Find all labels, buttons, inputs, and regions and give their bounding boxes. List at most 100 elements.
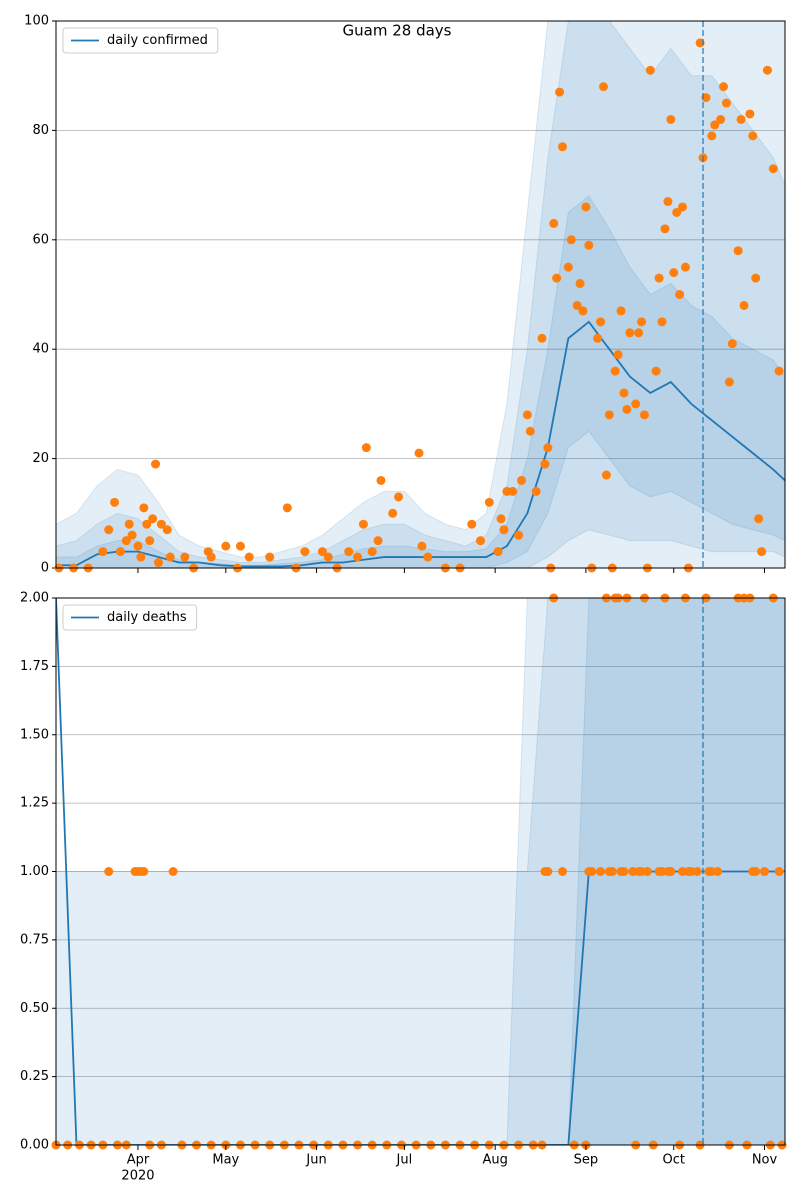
observed-point — [637, 317, 647, 327]
observed-point — [768, 164, 778, 174]
observed-point — [657, 317, 667, 327]
observed-point — [669, 268, 679, 278]
y-tick-label: 60 — [32, 232, 49, 247]
y-tick-label: 1.00 — [20, 864, 49, 879]
observed-point — [751, 867, 761, 876]
observed-point — [774, 867, 784, 876]
y-tick-label: 1.75 — [20, 659, 49, 674]
observed-point — [353, 552, 363, 562]
observed-point — [540, 459, 550, 469]
observed-point — [642, 867, 652, 876]
observed-point — [394, 492, 404, 502]
observed-point — [757, 547, 767, 557]
observed-point — [619, 388, 629, 398]
observed-point — [666, 114, 676, 124]
observed-point — [631, 399, 641, 409]
observed-point — [104, 525, 114, 535]
observed-point — [593, 333, 603, 343]
observed-point — [484, 497, 494, 507]
observed-point — [124, 519, 134, 529]
y-tick-label: 1.25 — [20, 796, 49, 811]
observed-point — [139, 867, 149, 876]
y-tick-label: 1.50 — [20, 727, 49, 742]
observed-point — [707, 131, 717, 141]
observed-point — [672, 207, 682, 217]
observed-point — [221, 541, 231, 551]
y-tick-label: 80 — [32, 123, 49, 138]
band — [56, 21, 785, 568]
x-tick-label: Oct — [663, 1153, 685, 1168]
observed-point — [423, 552, 433, 562]
y-tick-label: 2.00 — [20, 591, 49, 606]
x-tick-label: Sep — [574, 1153, 599, 1168]
observed-point — [748, 131, 758, 141]
observed-point — [557, 867, 567, 876]
y-tick-label: 0.50 — [20, 1001, 49, 1016]
x-tick-label: Jun — [305, 1153, 326, 1168]
observed-point — [736, 114, 746, 124]
observed-point — [713, 867, 723, 876]
observed-point — [710, 120, 720, 130]
observed-point — [104, 867, 114, 876]
observed-point — [235, 541, 245, 551]
observed-point — [344, 547, 354, 557]
band — [56, 21, 785, 568]
y-tick-label: 0 — [41, 561, 49, 576]
observed-point — [607, 867, 617, 876]
y-tick-label: 0.00 — [20, 1138, 49, 1153]
observed-point — [496, 514, 506, 524]
observed-point — [695, 38, 705, 48]
observed-point — [367, 547, 377, 557]
observed-point — [162, 525, 172, 535]
observed-point — [323, 552, 333, 562]
observed-point — [613, 350, 623, 360]
band — [56, 598, 785, 1145]
observed-point — [373, 536, 383, 546]
observed-point — [598, 82, 608, 92]
observed-point — [537, 333, 547, 343]
observed-point — [136, 552, 146, 562]
observed-point — [760, 867, 770, 876]
observed-point — [522, 410, 532, 420]
observed-point — [121, 536, 131, 546]
observed-point — [499, 525, 509, 535]
observed-point — [165, 552, 175, 562]
observed-point — [774, 366, 784, 376]
observed-point — [754, 514, 764, 524]
band — [56, 598, 785, 1145]
axes-frame — [55, 20, 786, 569]
observed-point — [587, 867, 597, 876]
observed-point — [552, 273, 562, 283]
legend-box — [62, 604, 198, 631]
observed-point — [581, 202, 591, 212]
observed-point — [645, 65, 655, 75]
observed-point — [622, 404, 632, 414]
legend-label: daily deaths — [107, 610, 187, 625]
observed-point — [654, 273, 664, 283]
y-tick-label: 100 — [24, 14, 49, 29]
observed-point — [145, 536, 155, 546]
observed-point — [604, 410, 614, 420]
y-tick-label: 0.75 — [20, 932, 49, 947]
observed-point — [610, 366, 620, 376]
observed-point — [563, 262, 573, 272]
x-tick-label: May — [212, 1153, 239, 1168]
observed-point — [153, 558, 163, 568]
x-tick-label: Apr — [127, 1153, 150, 1168]
x-tick-sublabel: 2020 — [121, 1169, 154, 1184]
observed-point — [733, 246, 743, 256]
x-tick-label: Jul — [396, 1153, 413, 1168]
observed-point — [634, 328, 644, 338]
observed-point — [493, 547, 503, 557]
observed-point — [110, 497, 120, 507]
observed-point — [578, 306, 588, 316]
observed-point — [639, 410, 649, 420]
observed-point — [388, 508, 398, 518]
observed-point — [616, 306, 626, 316]
observed-point — [584, 240, 594, 250]
observed-point — [525, 426, 535, 436]
observed-point — [417, 541, 427, 551]
observed-point — [762, 65, 772, 75]
observed-point — [739, 300, 749, 310]
